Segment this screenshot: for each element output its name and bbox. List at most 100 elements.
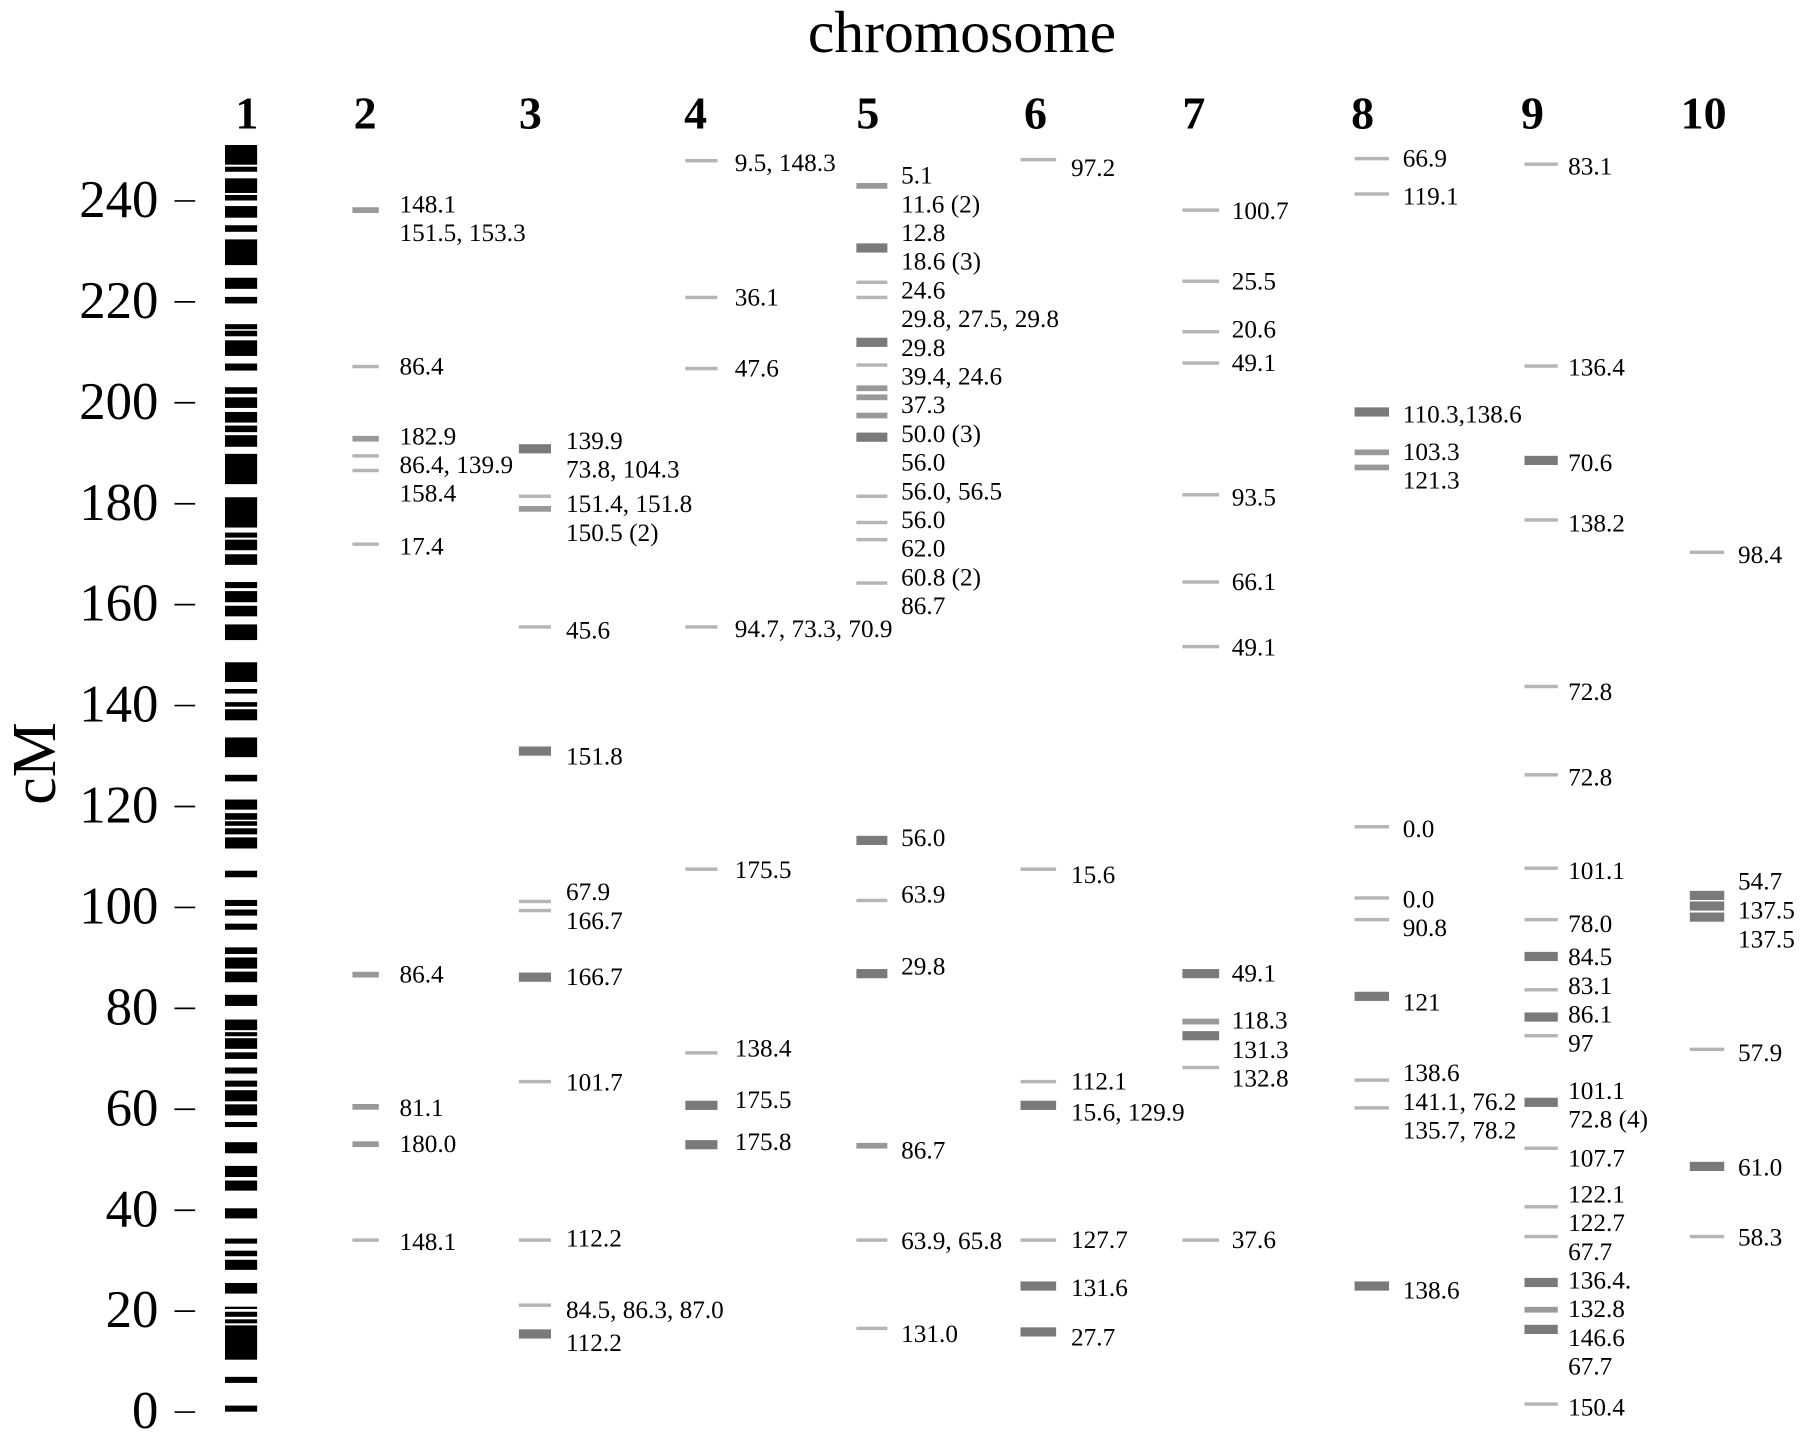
marker-label: 148.1 xyxy=(399,190,456,218)
marker-label: 121 xyxy=(1403,988,1441,1016)
marker-band xyxy=(685,1100,718,1110)
marker-label: 49.1 xyxy=(1232,634,1276,662)
marker-band xyxy=(1354,1281,1390,1291)
marker-label: 84.5 xyxy=(1568,943,1612,971)
marker-band xyxy=(518,494,552,498)
chromosome-band xyxy=(225,1311,258,1317)
marker-label: 127.7 xyxy=(1071,1226,1128,1254)
chromosome-band xyxy=(225,497,258,528)
marker-band xyxy=(856,520,888,525)
marker-label: 90.8 xyxy=(1403,914,1447,942)
chromosome-band xyxy=(225,774,258,782)
y-axis: 0 20 40 60 80 100 120 140 160 180 200 220 240 xyxy=(79,171,196,1440)
chromosome-band xyxy=(225,799,258,810)
marker-label: 138.6 xyxy=(1403,1277,1460,1305)
marker-label: 29.8 xyxy=(901,334,945,362)
chart-title: chromosome xyxy=(808,0,1116,65)
marker-band xyxy=(685,295,718,300)
marker-band xyxy=(856,363,888,367)
marker-label: 15.6, 129.9 xyxy=(1071,1098,1185,1126)
marker-label: 122.1 xyxy=(1568,1180,1625,1208)
marker-label: 86.7 xyxy=(901,1136,945,1164)
marker-label: 15.6 xyxy=(1071,861,1115,889)
chromosome-band xyxy=(225,899,258,907)
marker-band xyxy=(1182,279,1220,283)
marker-band xyxy=(1524,1097,1558,1107)
chromosome-band xyxy=(225,1165,258,1178)
marker-label: 60.8 (2) xyxy=(901,563,981,591)
marker-band xyxy=(1524,1205,1558,1209)
chromosome-band xyxy=(225,1238,258,1244)
marker-band xyxy=(1524,1146,1558,1150)
marker-band xyxy=(1182,1065,1220,1070)
chromosome-number: 9 xyxy=(1521,88,1544,139)
chromosome-band xyxy=(225,411,258,423)
chromosome-band xyxy=(225,1250,258,1257)
marker-label: 150.4 xyxy=(1568,1394,1625,1422)
marker-label: 110.3,138.6 xyxy=(1403,401,1522,429)
marker-band xyxy=(1354,896,1390,900)
marker-band xyxy=(352,364,379,369)
marker-label: 56.0 xyxy=(901,824,945,852)
marker-band xyxy=(1020,1238,1057,1242)
y-tick-label: 120 xyxy=(79,777,158,835)
marker-label: 101.7 xyxy=(566,1069,623,1097)
marker-band xyxy=(1182,361,1220,365)
marker-label: 151.4, 151.8 xyxy=(566,490,692,518)
marker-label: 56.0 xyxy=(901,449,945,477)
chromosome-band xyxy=(225,225,258,232)
marker-label: 49.1 xyxy=(1232,960,1276,988)
y-tick-label: 220 xyxy=(79,272,158,330)
chromosome-band xyxy=(225,539,258,551)
marker-label: 67.7 xyxy=(1568,1353,1612,1381)
marker-band xyxy=(352,454,379,458)
marker-band xyxy=(1524,773,1558,777)
chromosome-band xyxy=(225,194,258,201)
marker-label: 86.4 xyxy=(399,961,444,989)
chromosome-5: 5 5.111.6 (2)12.818.6 (3)24.629.8, 27.5, … xyxy=(856,88,1059,1348)
marker-band xyxy=(1354,991,1390,1001)
chromosome-band xyxy=(225,1122,258,1128)
marker-band xyxy=(1182,1031,1220,1041)
marker-band xyxy=(1524,1012,1558,1022)
marker-label: 58.3 xyxy=(1738,1224,1782,1252)
marker-label: 137.5 xyxy=(1738,896,1795,924)
marker-band xyxy=(352,1103,379,1110)
chromosome-8: 866.9119.1110.3,138.6103.3121.30.00.090.… xyxy=(1351,88,1522,1305)
chromosome-band xyxy=(225,994,258,1006)
marker-band xyxy=(1182,1238,1220,1242)
marker-band xyxy=(1524,684,1558,689)
marker-band xyxy=(1182,969,1220,979)
chromosome-band xyxy=(225,923,258,930)
marker-label: 136.4. xyxy=(1568,1266,1631,1294)
chromosome-7: 7100.725.520.649.193.566.149.149.1118.31… xyxy=(1182,88,1289,1254)
marker-label: 182.9 xyxy=(399,422,456,450)
marker-band xyxy=(1524,866,1558,870)
chromosome-band xyxy=(225,737,258,758)
chromosome-band xyxy=(225,363,258,371)
y-tick-label: 100 xyxy=(79,878,158,936)
marker-band xyxy=(1689,901,1725,911)
marker-band xyxy=(856,432,888,442)
chromosome-band xyxy=(225,662,258,682)
marker-label: 27.7 xyxy=(1071,1324,1115,1352)
marker-band xyxy=(1354,407,1390,417)
chromosome-band xyxy=(225,1142,258,1154)
chromosome-band xyxy=(225,1405,258,1412)
marker-band xyxy=(1354,464,1390,471)
marker-label: 138.4 xyxy=(735,1034,792,1062)
y-tick-label: 180 xyxy=(79,474,158,532)
marker-label: 17.4 xyxy=(399,533,444,561)
marker-label: 158.4 xyxy=(399,480,456,508)
marker-label: 94.7, 73.3, 70.9 xyxy=(735,615,893,643)
marker-label: 56.0 xyxy=(901,506,945,534)
chromosome-number: 7 xyxy=(1182,88,1205,139)
marker-label: 166.7 xyxy=(566,963,623,991)
marker-label: 70.6 xyxy=(1568,449,1612,477)
marker-band xyxy=(1689,550,1725,554)
chromosome-number: 10 xyxy=(1681,88,1727,139)
chromosome-number: 8 xyxy=(1351,88,1374,139)
